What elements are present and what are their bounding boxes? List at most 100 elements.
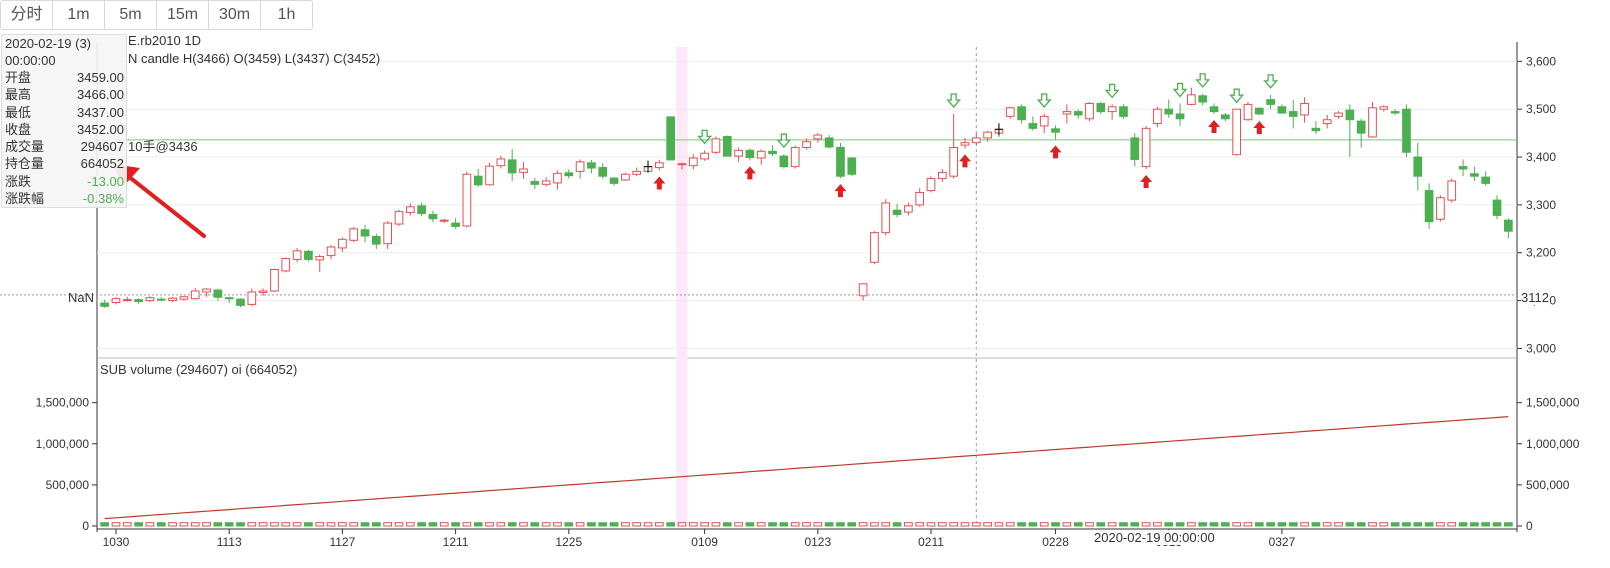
x-tick-label: 1030 — [103, 535, 130, 549]
volume-bar — [1458, 522, 1468, 527]
buy-arrow-icon — [958, 154, 971, 168]
sell-arrow-icon — [1172, 82, 1188, 98]
candle — [1447, 178, 1457, 203]
volume-bar — [1175, 522, 1185, 527]
candle — [960, 137, 970, 149]
tooltip-value: -0.38% — [82, 191, 124, 207]
x-tick-label: 1211 — [443, 535, 469, 549]
candle — [1028, 116, 1038, 131]
candle-body — [1141, 127, 1151, 168]
candle-body — [1062, 111, 1072, 115]
candle — [790, 145, 800, 169]
candle-body — [541, 180, 551, 185]
volume-bar — [247, 522, 257, 527]
price-tick-label: 3,300 — [1526, 198, 1556, 212]
candle — [1436, 195, 1445, 222]
volume-bar — [621, 522, 630, 527]
candle — [1379, 105, 1389, 112]
volume-bar — [1187, 522, 1196, 527]
candle-body — [1379, 106, 1389, 110]
x-tick-label: 1127 — [329, 535, 355, 549]
candle-body — [587, 162, 596, 169]
candle — [1356, 118, 1366, 148]
candle — [1277, 104, 1287, 114]
candle-body — [836, 146, 845, 177]
candle — [654, 159, 664, 171]
x-tick-label: 0109 — [691, 535, 718, 549]
tab-5m[interactable]: 5m — [105, 1, 157, 29]
candle — [496, 155, 506, 169]
tab-15m[interactable]: 15m — [157, 1, 209, 29]
candle-body — [451, 222, 460, 227]
volume-bar — [1470, 522, 1479, 527]
candle — [360, 224, 370, 243]
volume-bar — [213, 522, 223, 527]
tooltip-value: 3466.00 — [77, 87, 124, 103]
tooltip-row-close: 收盘 3452.00 — [2, 121, 126, 138]
volume-bar — [485, 522, 494, 527]
candle-body — [496, 158, 506, 167]
volume-bar — [541, 522, 551, 527]
volume-bar — [700, 522, 709, 527]
volume-bar — [1356, 522, 1366, 527]
tab-1h[interactable]: 1h — [277, 6, 296, 23]
volume-bar — [1232, 522, 1242, 527]
candle — [1085, 102, 1094, 122]
candle — [734, 147, 743, 162]
candle-body — [485, 165, 494, 186]
candle-body — [519, 168, 528, 173]
volume-bar — [1130, 522, 1140, 527]
sell-arrow-icon — [697, 129, 713, 145]
candle — [1266, 94, 1275, 110]
tab-1m[interactable]: 1m — [53, 1, 105, 29]
candle — [519, 161, 528, 180]
candle — [756, 149, 766, 165]
tab-30m[interactable]: 30m — [209, 1, 261, 29]
volume-bar — [971, 522, 981, 527]
candle-body — [983, 131, 992, 139]
volume-bar — [168, 522, 177, 527]
candle-body — [881, 202, 891, 234]
candle-body — [1436, 197, 1445, 220]
candle — [836, 142, 845, 179]
candle — [1232, 108, 1242, 156]
volume-bar — [1368, 522, 1377, 527]
candle-body — [564, 172, 574, 177]
price-tick-label: 3,600 — [1526, 54, 1556, 68]
price-tick-label: 3,000 — [1526, 341, 1556, 355]
volume-bar — [677, 522, 687, 527]
x-tick-label: 0123 — [804, 535, 831, 549]
volume-bar — [100, 522, 110, 527]
volume-bar — [1311, 522, 1321, 527]
candle-body — [1028, 123, 1038, 129]
volume-bar — [371, 522, 381, 527]
volume-bar — [688, 522, 698, 527]
candle — [1175, 103, 1185, 126]
candle-body — [315, 256, 325, 261]
volume-bar — [926, 522, 936, 527]
candle — [1424, 183, 1434, 229]
volume-bar — [190, 522, 200, 527]
candle — [937, 169, 947, 182]
candle — [632, 167, 642, 177]
candle — [1481, 171, 1491, 186]
candle — [292, 247, 302, 263]
candle — [1334, 111, 1343, 119]
candle — [315, 254, 325, 272]
candle-body — [722, 135, 732, 157]
candle-body — [1447, 180, 1457, 201]
volume-bar — [915, 522, 925, 527]
tab-fenshi[interactable]: 分时 — [1, 1, 53, 29]
tooltip-value: 664052 — [80, 156, 124, 172]
buy-arrow-icon — [1208, 119, 1221, 133]
volume-bar — [1153, 522, 1162, 527]
candle-body — [1334, 112, 1343, 117]
buy-arrow-icon — [834, 184, 847, 198]
candle-body — [383, 222, 393, 245]
candle-body — [734, 149, 743, 157]
period-tabs: 分时 1m 5m 15m 30m 1h — [0, 0, 313, 30]
candle-body — [292, 250, 302, 260]
candle — [439, 218, 449, 224]
candle-body — [281, 257, 291, 272]
